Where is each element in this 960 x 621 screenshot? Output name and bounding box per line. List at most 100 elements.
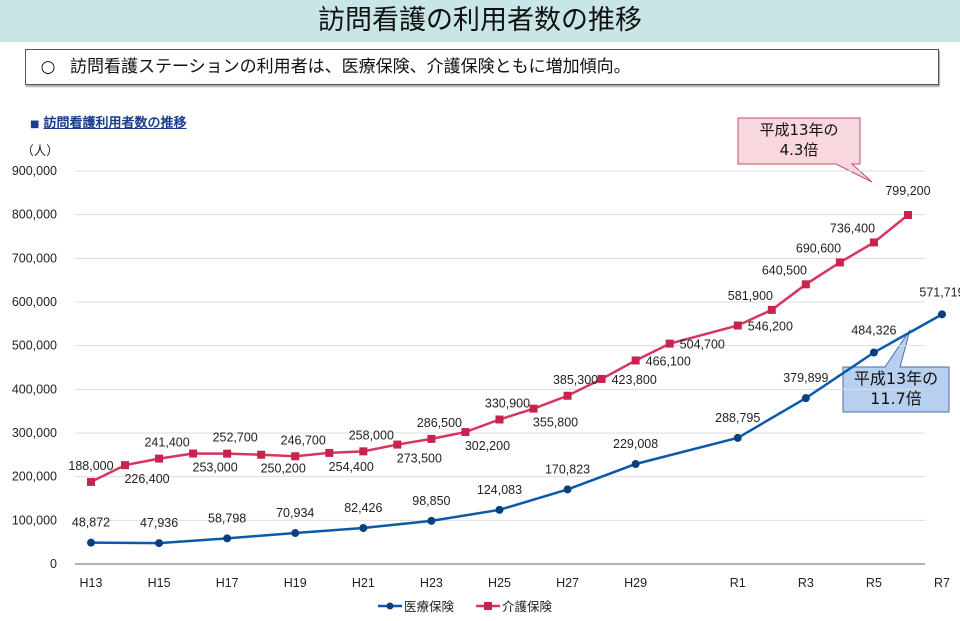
legend-marker <box>386 602 394 610</box>
data-label: 47,936 <box>140 516 178 530</box>
data-label: 690,600 <box>796 241 841 255</box>
data-label: 82,426 <box>344 501 382 515</box>
data-label: 241,400 <box>144 436 189 450</box>
callout-line2: 11.7倍 <box>870 389 922 408</box>
data-point <box>223 449 232 458</box>
data-label: 799,200 <box>885 184 930 198</box>
callout-line1: 平成13年の <box>759 121 839 139</box>
data-label: 98,850 <box>412 494 450 508</box>
data-point <box>121 461 130 470</box>
data-label: 226,400 <box>124 472 169 486</box>
square-bullet-icon: ■ <box>30 119 40 130</box>
data-point <box>461 428 470 437</box>
data-point <box>801 280 810 289</box>
data-point <box>665 339 674 348</box>
data-point <box>869 238 878 247</box>
x-tick-label: H13 <box>80 576 103 590</box>
y-tick-label: 800,000 <box>12 208 57 222</box>
data-label: 170,823 <box>545 462 590 476</box>
data-label: 288,795 <box>715 411 760 425</box>
data-point <box>155 539 164 548</box>
data-label: 546,200 <box>748 319 793 333</box>
data-label: 252,700 <box>213 431 258 445</box>
data-label: 246,700 <box>281 433 326 447</box>
x-tick-label: R5 <box>866 576 882 590</box>
legend-marker <box>484 602 492 610</box>
callout-line1: 平成13年の <box>853 369 939 388</box>
data-point <box>767 305 776 314</box>
summary-text: 訪問看護ステーションの利用者は、医療保険、介護保険ともに増加傾向。 <box>70 57 631 77</box>
x-tick-label: H21 <box>352 576 375 590</box>
chart-title-text: 訪問看護利用者数の推移 <box>43 116 187 131</box>
data-label: 124,083 <box>477 483 522 497</box>
y-tick-label: 700,000 <box>12 251 57 265</box>
y-tick-label: 500,000 <box>12 339 57 353</box>
data-label: 286,500 <box>417 416 462 430</box>
data-label: 466,100 <box>646 354 691 368</box>
data-point <box>631 356 640 365</box>
x-tick-label: H19 <box>284 576 307 590</box>
data-label: 571,719 <box>919 285 960 299</box>
chart-title: ■ 訪問看護利用者数の推移 <box>30 112 186 131</box>
data-label: 254,400 <box>329 460 374 474</box>
data-label: 258,000 <box>349 428 394 442</box>
y-axis-unit: （人） <box>21 144 59 158</box>
data-label: 48,872 <box>72 516 110 530</box>
data-label: 385,300 <box>553 373 598 387</box>
data-point <box>359 447 368 456</box>
x-tick-label: R3 <box>798 576 814 590</box>
x-tick-label: R1 <box>730 576 746 590</box>
callout-medical: 平成13年の 11.7倍 <box>843 367 949 413</box>
x-tick-label: H29 <box>624 576 647 590</box>
y-tick-label: 0 <box>50 557 57 571</box>
data-point <box>495 505 504 514</box>
x-tick-label: H23 <box>420 576 443 590</box>
callout-care-shape <box>737 117 873 183</box>
data-point <box>427 516 436 525</box>
data-label: 423,800 <box>612 373 657 387</box>
data-point <box>597 374 606 383</box>
legend-label: 介護保険 <box>502 599 553 614</box>
y-tick-label: 900,000 <box>12 164 57 178</box>
x-tick-label: H25 <box>488 576 511 590</box>
legend-label: 医療保険 <box>404 600 455 614</box>
data-point <box>869 348 878 357</box>
data-point <box>801 394 810 403</box>
x-tick-label: H15 <box>148 576 171 590</box>
data-point <box>563 485 572 494</box>
data-point <box>291 452 300 461</box>
y-tick-label: 200,000 <box>12 470 57 484</box>
data-point <box>87 477 95 486</box>
data-point <box>733 433 742 442</box>
data-point <box>87 538 95 547</box>
data-label: 188,000 <box>68 459 113 473</box>
data-point <box>155 454 164 463</box>
data-point <box>835 258 844 267</box>
data-point <box>529 404 538 413</box>
data-label: 330,900 <box>485 397 530 411</box>
callout-medical-shape <box>842 329 950 413</box>
data-point <box>189 449 198 458</box>
callout-care: 平成13年の 4.3倍 <box>738 118 860 166</box>
data-point <box>393 440 402 449</box>
data-point <box>631 459 640 468</box>
data-point <box>325 448 334 457</box>
y-tick-label: 300,000 <box>12 426 57 440</box>
data-point <box>733 321 742 330</box>
x-tick-label: R7 <box>934 576 950 590</box>
data-label: 253,000 <box>193 461 238 475</box>
series-line-care <box>90 214 909 484</box>
data-label: 273,500 <box>397 452 442 466</box>
data-label: 484,326 <box>851 324 896 338</box>
summary-box: ○ 訪問看護ステーションの利用者は、医療保険、介護保険ともに増加傾向。 <box>25 49 939 85</box>
data-label: 736,400 <box>830 221 875 235</box>
data-point <box>359 524 368 533</box>
callout-line2: 4.3倍 <box>779 141 819 159</box>
x-tick-label: H17 <box>216 576 239 590</box>
data-label: 379,899 <box>783 371 828 385</box>
data-point <box>291 529 300 538</box>
data-label: 58,798 <box>208 511 246 525</box>
data-label: 302,200 <box>465 439 510 453</box>
data-point <box>427 434 436 443</box>
